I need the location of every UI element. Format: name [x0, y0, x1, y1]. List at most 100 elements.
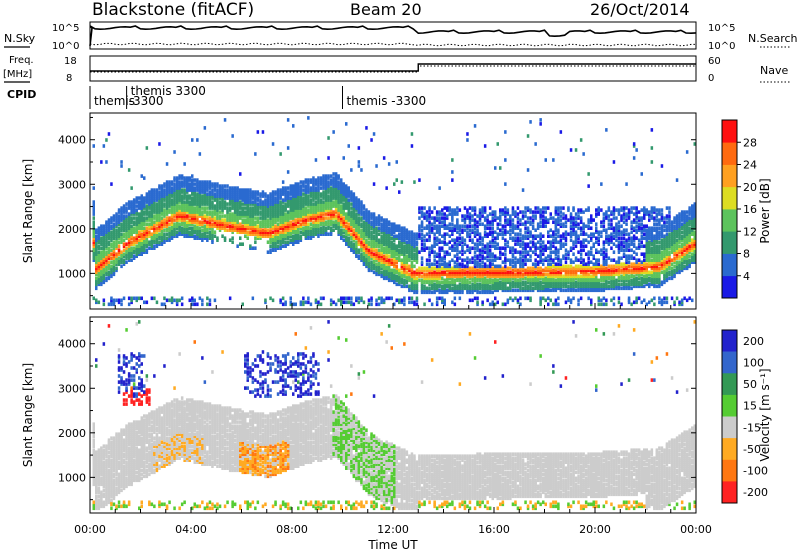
power-cell [463, 258, 467, 262]
power-cell [266, 234, 270, 238]
power-cell [413, 286, 416, 291]
power-cell [529, 216, 532, 220]
power-cell [324, 212, 328, 216]
power-cell [105, 266, 108, 271]
power-cell [105, 256, 108, 260]
power-cell [547, 280, 550, 285]
power-cell [382, 256, 386, 260]
power-cell [309, 192, 313, 196]
power-cell [269, 240, 272, 244]
power-cell [544, 218, 547, 222]
power-cell [521, 222, 525, 226]
power-cell [286, 232, 290, 236]
power-cell [153, 210, 156, 214]
power-cell [334, 188, 338, 192]
power-cell [281, 188, 285, 192]
power-cell [526, 288, 530, 293]
power-cell [552, 258, 555, 262]
power-cell [193, 220, 196, 224]
power-cell [102, 262, 106, 266]
power-cell [446, 208, 449, 212]
power-cell [105, 250, 108, 254]
power-cell [317, 216, 320, 220]
power-cell [150, 222, 154, 226]
power-cell [476, 296, 479, 301]
power-cell [135, 240, 138, 244]
power-cell [529, 240, 532, 244]
power-cell [509, 272, 512, 277]
power-cell [516, 260, 520, 264]
power-cell [519, 228, 522, 232]
power-cell [183, 182, 186, 186]
power-cell [463, 238, 467, 242]
power-cell [526, 284, 530, 289]
power-cell [377, 252, 381, 256]
power-cell [355, 236, 358, 240]
power-cell [249, 208, 252, 212]
power-cell [183, 212, 186, 216]
power-cell [451, 258, 454, 262]
power-cell [132, 228, 136, 232]
power-cell [251, 232, 255, 236]
power-cell [423, 212, 426, 216]
power-cell [403, 264, 406, 269]
power-cell [117, 252, 121, 256]
power-cell [261, 232, 265, 236]
power-cell [531, 226, 535, 230]
power-cell [213, 222, 217, 226]
power-cell [130, 254, 133, 258]
power-cell [501, 208, 505, 212]
power-cell [332, 200, 335, 204]
power-cell [408, 244, 411, 248]
power-cell [201, 238, 204, 242]
power-cell [345, 242, 348, 246]
power-cell [531, 224, 535, 228]
power-cell [501, 226, 505, 230]
power-cell [122, 226, 126, 230]
power-cell [292, 198, 295, 202]
power-cell [504, 214, 507, 218]
power-cell [271, 246, 275, 250]
power-cell [178, 188, 181, 192]
power-cell [264, 234, 267, 238]
power-cell [408, 278, 411, 283]
power-cell [95, 278, 98, 283]
power-cell [360, 230, 363, 234]
power-cell [193, 202, 196, 206]
power-cell [342, 224, 345, 228]
power-cell [466, 244, 469, 248]
power-cell [180, 184, 184, 188]
power-cell [443, 286, 446, 291]
power-cell [143, 200, 146, 204]
power-cell [375, 254, 378, 258]
power-cell [435, 266, 439, 271]
power-cell [127, 234, 131, 238]
power-cell [446, 206, 449, 210]
power-cell [294, 302, 297, 307]
power-cell [521, 260, 525, 264]
power-cell [223, 204, 227, 208]
power-cell [504, 260, 507, 264]
power-cell [198, 182, 202, 186]
power-cell [542, 276, 545, 281]
power-cell [203, 220, 207, 224]
power-cell [360, 204, 363, 208]
power-cell [544, 220, 547, 224]
power-cell [254, 152, 257, 156]
power-cell [201, 180, 204, 184]
power-cell [261, 204, 265, 208]
power-cell [342, 210, 345, 214]
power-cell [105, 272, 108, 277]
power-cell [499, 228, 502, 232]
power-cell [276, 196, 280, 200]
power-cell [160, 202, 164, 206]
power-cell [501, 284, 505, 289]
power-cell [481, 222, 484, 226]
power-cell [425, 238, 429, 242]
power-cell [150, 190, 154, 194]
power-cell [355, 196, 358, 200]
power-cell [466, 248, 469, 252]
power-cell [170, 198, 174, 202]
power-cell [92, 234, 95, 238]
power-cell [254, 228, 257, 232]
